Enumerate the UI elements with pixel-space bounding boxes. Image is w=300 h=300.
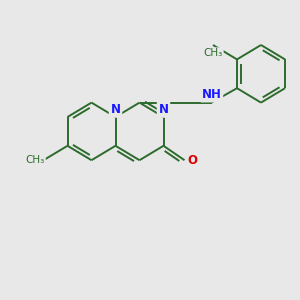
- Text: N: N: [158, 103, 169, 116]
- Text: NH: NH: [202, 88, 221, 101]
- Text: N: N: [110, 103, 121, 116]
- Text: O: O: [187, 154, 197, 167]
- Text: CH₃: CH₃: [26, 155, 45, 165]
- Text: CH₃: CH₃: [203, 48, 223, 59]
